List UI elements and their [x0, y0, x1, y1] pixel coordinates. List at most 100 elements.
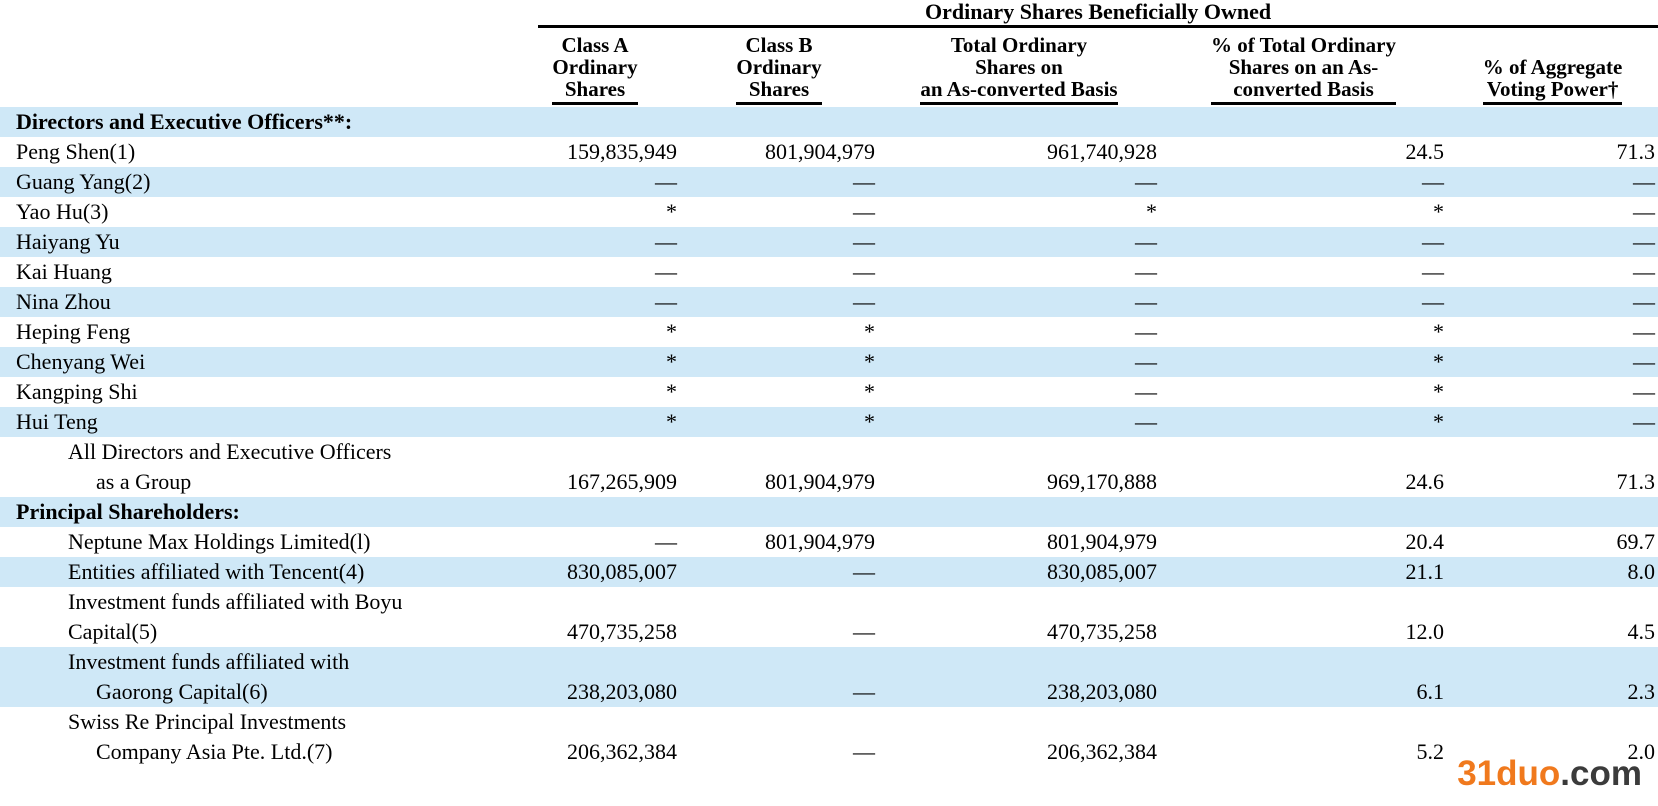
value-cell: 159,835,949: [567, 139, 677, 164]
value-cell: 167,265,909: [567, 469, 677, 494]
value-cell: —: [1135, 379, 1157, 404]
value-cell: —: [853, 739, 875, 764]
row-label: Haiyang Yu: [16, 229, 120, 254]
value-cell: —: [853, 679, 875, 704]
value-cell: 801,904,979: [765, 469, 875, 494]
value-cell: 12.0: [1405, 619, 1445, 644]
value-cell: —: [1135, 319, 1157, 344]
row-label: Peng Shen(1): [16, 139, 136, 164]
value-cell: [510, 497, 680, 527]
value-cell: *: [666, 199, 677, 224]
col-header-pct-total-label: % of Total Ordinary Shares on an As- con…: [1211, 34, 1396, 105]
value-cell: 801,904,979: [1047, 529, 1157, 554]
table-row: All Directors and Executive Officers as a…: [0, 437, 1658, 497]
value-cell: 238,203,080: [1047, 679, 1157, 704]
row-label: Directors and Executive Officers**:: [16, 109, 353, 134]
row-label: Yao Hu(3): [16, 199, 109, 224]
value-cell: 801,904,979: [765, 139, 875, 164]
value-cell: —: [853, 259, 875, 284]
table-row: Heping Feng * * — * —: [0, 317, 1658, 347]
col-header-class-a-label: Class A Ordinary Shares: [552, 34, 638, 105]
col-header-total-shares-label: Total Ordinary Shares on an As-converted…: [920, 34, 1118, 105]
value-cell: *: [864, 319, 875, 344]
table-row: Chenyang Wei * * — * —: [0, 347, 1658, 377]
table-row: Swiss Re Principal Investments Company As…: [0, 707, 1658, 767]
value-cell: [680, 497, 878, 527]
watermark-brand: 31duo: [1457, 754, 1561, 793]
value-cell: [1160, 497, 1447, 527]
value-cell: —: [1633, 169, 1656, 194]
row-label: Kai Huang: [16, 259, 112, 284]
value-cell: 206,362,384: [1047, 739, 1157, 764]
value-cell: 71.3: [1616, 469, 1656, 494]
value-cell: —: [1633, 379, 1656, 404]
value-cell: 961,740,928: [1047, 139, 1157, 164]
value-cell: 801,904,979: [765, 529, 875, 554]
table-row: Entities affiliated with Tencent(4) 830,0…: [0, 557, 1658, 587]
value-cell: [1160, 107, 1447, 137]
row-label: Investment funds affiliated with Boyu Cap…: [68, 589, 403, 644]
col-header-class-b-label: Class B Ordinary Shares: [736, 34, 822, 105]
value-cell: —: [853, 199, 875, 224]
value-cell: —: [655, 169, 677, 194]
value-cell: —: [853, 229, 875, 254]
row-label: Guang Yang(2): [16, 169, 151, 194]
value-cell: 5.2: [1416, 739, 1445, 764]
value-cell: 71.3: [1616, 139, 1656, 164]
col-header-class-a: Class A Ordinary Shares: [510, 28, 680, 107]
col-header-class-b: Class B Ordinary Shares: [680, 28, 878, 107]
row-label: Nina Zhou: [16, 289, 111, 314]
value-cell: [878, 497, 1160, 527]
value-cell: *: [666, 349, 677, 374]
table-row: Guang Yang(2) — — — — —: [0, 167, 1658, 197]
value-cell: —: [1633, 349, 1656, 374]
col-header-voting-power-label: % of Aggregate Voting Power†: [1482, 56, 1623, 105]
value-cell: —: [1633, 409, 1656, 434]
row-label: Heping Feng: [16, 319, 131, 344]
row-label: Neptune Max Holdings Limited(l): [68, 529, 371, 554]
value-cell: [680, 107, 878, 137]
table-row: Hui Teng * * — * —: [0, 407, 1658, 437]
value-cell: —: [1633, 229, 1656, 254]
title-spacer: [0, 0, 510, 28]
value-cell: —: [1135, 169, 1157, 194]
value-cell: *: [666, 409, 677, 434]
value-cell: [1447, 497, 1658, 527]
value-cell: 20.4: [1405, 529, 1445, 554]
header-spacer: [0, 28, 510, 107]
row-label: Investment funds affiliated with Gaorong …: [68, 649, 350, 704]
value-cell: —: [1422, 259, 1444, 284]
table-row: Kangping Shi * * — * —: [0, 377, 1658, 407]
value-cell: 206,362,384: [567, 739, 677, 764]
value-cell: 24.5: [1405, 139, 1445, 164]
col-header-pct-total: % of Total Ordinary Shares on an As- con…: [1160, 28, 1447, 107]
watermark: 31duo.com: [1457, 754, 1642, 794]
value-cell: —: [853, 289, 875, 314]
row-label: Entities affiliated with Tencent(4): [68, 559, 365, 584]
value-cell: —: [655, 229, 677, 254]
value-cell: *: [1146, 199, 1157, 224]
table-row: Investment funds affiliated with Boyu Cap…: [0, 587, 1658, 647]
value-cell: *: [1433, 199, 1444, 224]
table-body: Directors and Executive Officers**: Peng …: [0, 107, 1658, 767]
col-header-voting-power: % of Aggregate Voting Power†: [1447, 28, 1658, 107]
value-cell: 470,735,258: [567, 619, 677, 644]
table-row: Neptune Max Holdings Limited(l) — 801,904,…: [0, 527, 1658, 557]
value-cell: 238,203,080: [567, 679, 677, 704]
value-cell: 470,735,258: [1047, 619, 1157, 644]
value-cell: 830,085,007: [567, 559, 677, 584]
value-cell: [510, 107, 680, 137]
table-row: Kai Huang — — — — —: [0, 257, 1658, 287]
ownership-table: Ordinary Shares Beneficially Owned Class…: [0, 0, 1658, 767]
row-label: Chenyang Wei: [16, 349, 146, 374]
value-cell: *: [864, 349, 875, 374]
table-title-row: Ordinary Shares Beneficially Owned: [0, 0, 1658, 28]
value-cell: —: [1422, 289, 1444, 314]
value-cell: —: [655, 289, 677, 314]
value-cell: —: [853, 559, 875, 584]
value-cell: 4.5: [1627, 619, 1656, 644]
value-cell: —: [1135, 349, 1157, 374]
value-cell: *: [1433, 319, 1444, 344]
value-cell: —: [1422, 169, 1444, 194]
